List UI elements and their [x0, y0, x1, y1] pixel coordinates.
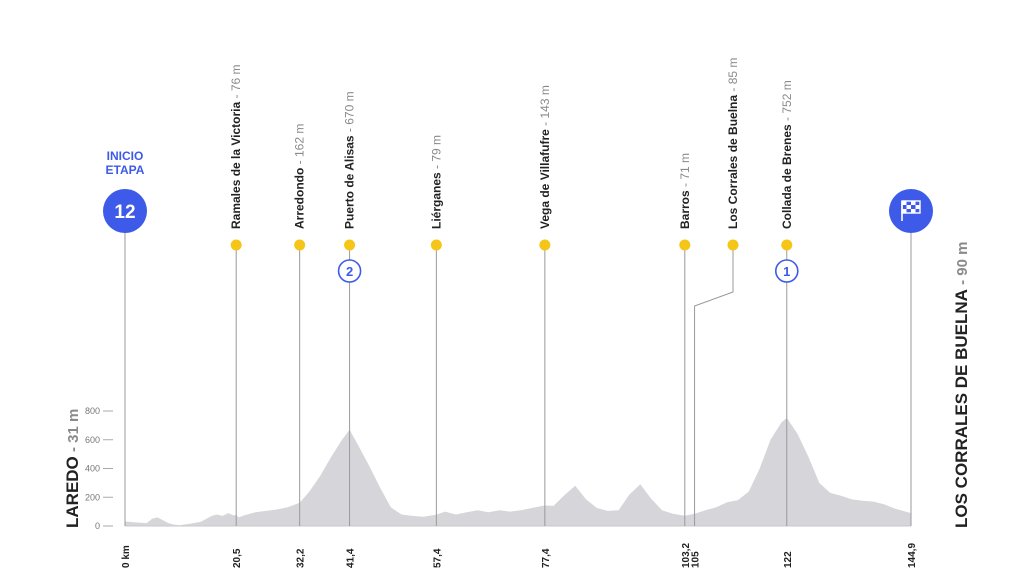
waypoint-dot [230, 239, 242, 251]
start-city-name: LAREDO [63, 456, 82, 528]
waypoint: Vega de Villafufre - 143 m [538, 85, 552, 526]
waypoint-dot [344, 239, 356, 251]
waypoint-label: Puerto de Alisas - 670 m [343, 91, 357, 229]
finish-city-altitude: - 90 m [954, 242, 971, 290]
waypoint: Collada de Brenes - 752 m 1 [774, 80, 799, 526]
waypoint-altitude: - 752 m [780, 80, 794, 124]
y-tick-label: 200 [85, 492, 100, 502]
x-tick-label: 32,2 [296, 548, 307, 568]
y-tick-label: 800 [85, 406, 100, 416]
waypoints: Ramales de la Victoria - 76 m Arredondo -… [229, 58, 799, 526]
waypoint-altitude: - 85 m [726, 58, 740, 95]
x-tick-label: 20,5 [232, 548, 243, 568]
waypoint-altitude: - 79 m [429, 135, 443, 172]
waypoint-altitude: - 76 m [229, 64, 243, 101]
waypoint-name: Ramales de la Victoria [229, 101, 243, 229]
waypoint-name: Los Corrales de Buelna [726, 95, 740, 229]
waypoint-dot [679, 239, 691, 251]
checkered-flag-icon [901, 200, 921, 221]
x-tick-label: 41,4 [346, 548, 357, 568]
x-tick-label: 105 [691, 551, 702, 568]
waypoint-altitude: - 71 m [678, 153, 692, 190]
waypoint-label: Liérganes - 79 m [429, 135, 443, 229]
x-tick-label: 0 km [121, 545, 132, 568]
waypoint-dot [294, 239, 306, 251]
waypoint-label: Arredondo - 162 m [293, 124, 307, 229]
x-tick-label: 57,4 [432, 548, 443, 568]
waypoint-label: Barros - 71 m [678, 153, 692, 229]
start-city-altitude: - 31 m [65, 409, 82, 457]
elevation-profile-area [125, 417, 911, 526]
waypoint-name: Barros [678, 190, 692, 229]
x-tick-label: 122 [783, 551, 794, 568]
waypoint-altitude: - 670 m [343, 91, 357, 135]
waypoint: Puerto de Alisas - 670 m 2 [337, 91, 362, 526]
finish-city-label: LOS CORRALES DE BUELNA - 90 m [952, 242, 971, 529]
climb-category-number: 1 [783, 264, 790, 279]
waypoint-label: Los Corrales de Buelna - 85 m [726, 58, 740, 229]
stage-finish: LOS CORRALES DE BUELNA - 90 m [889, 189, 971, 528]
waypoint: Los Corrales de Buelna - 85 m [694, 58, 740, 526]
waypoint-dot [539, 239, 551, 251]
y-tick-label: 600 [85, 435, 100, 445]
climb-category-badge [774, 259, 799, 283]
waypoint-dot [727, 239, 739, 251]
waypoint-name: Liérganes [429, 172, 443, 229]
waypoint-dot [430, 239, 442, 251]
waypoint: Arredondo - 162 m [293, 124, 307, 526]
start-label-line2: ETAPA [106, 163, 145, 177]
x-tick-label: 144,9 [907, 543, 918, 568]
stage-number: 12 [114, 202, 135, 223]
waypoint-name: Arredondo [293, 168, 307, 229]
y-tick-label: 400 [85, 464, 100, 474]
climb-category-number: 2 [346, 264, 353, 279]
waypoint: Barros - 71 m [678, 153, 692, 526]
start-city-label: LAREDO - 31 m [63, 409, 82, 528]
waypoint-altitude: - 143 m [538, 85, 552, 129]
stage-start: INICIO ETAPA 12 LAREDO - 31 m [63, 149, 147, 528]
waypoint-leader-line [694, 245, 734, 526]
waypoint-name: Vega de Villafufre [538, 129, 552, 229]
waypoint-label: Ramales de la Victoria - 76 m [229, 64, 243, 229]
waypoint-name: Puerto de Alisas [343, 135, 357, 229]
climb-category-badge [337, 259, 362, 283]
y-tick-label: 0 [95, 521, 100, 531]
waypoint: Liérganes - 79 m [429, 135, 443, 526]
x-tick-label: 103,2 [681, 543, 692, 568]
start-label-line1: INICIO [107, 149, 144, 163]
waypoint-label: Vega de Villafufre - 143 m [538, 85, 552, 229]
waypoint-altitude: - 162 m [293, 124, 307, 168]
y-axis: 0 200 400 600 800 [85, 406, 113, 531]
x-tick-label: 77,4 [541, 548, 552, 568]
waypoint-label: Collada de Brenes - 752 m [780, 80, 794, 229]
waypoint-name: Collada de Brenes [780, 124, 794, 229]
waypoint-dot [781, 239, 793, 251]
finish-city-name: LOS CORRALES DE BUELNA [952, 289, 971, 528]
waypoint: Ramales de la Victoria - 76 m [229, 64, 243, 526]
stage-number-badge [103, 189, 147, 233]
